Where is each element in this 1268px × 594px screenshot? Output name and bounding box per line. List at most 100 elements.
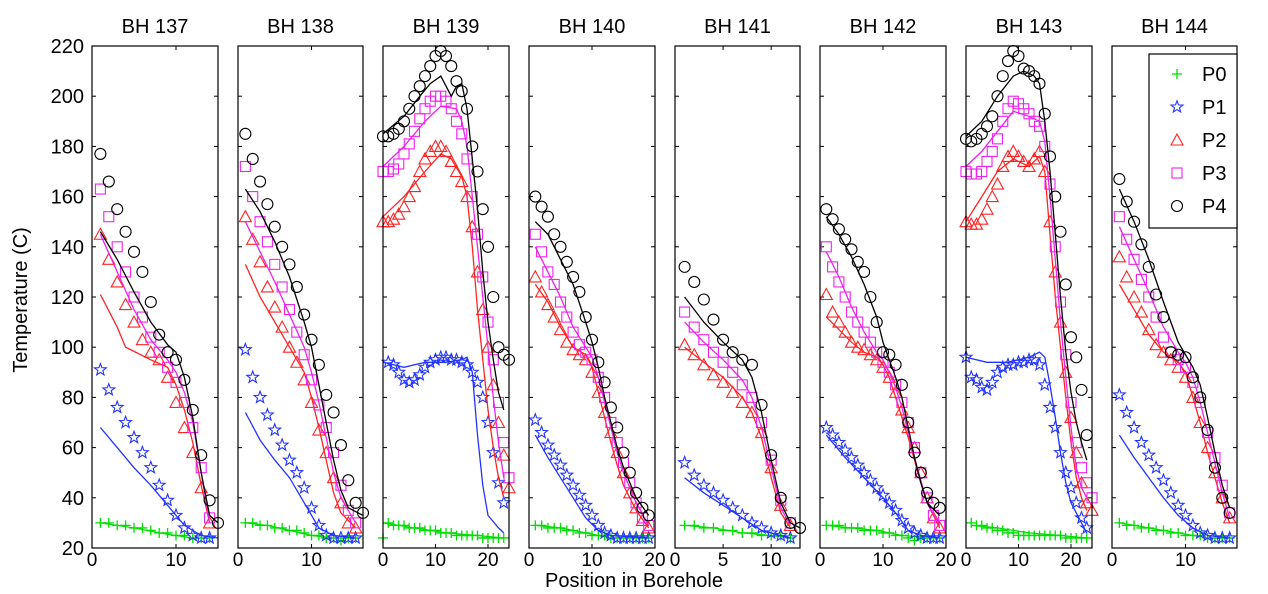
data-point-p1 [734, 507, 750, 522]
data-point-p0 [568, 525, 579, 536]
data-point-p0 [679, 520, 690, 531]
data-point-p3 [170, 376, 182, 388]
data-point-p1 [348, 530, 364, 545]
data-point-p0 [1129, 520, 1140, 531]
data-point-p0 [727, 525, 738, 536]
data-point-p2 [985, 189, 1000, 203]
data-point-p4 [334, 439, 347, 452]
data-point-p1 [401, 374, 417, 389]
data-point-p1 [168, 507, 184, 522]
data-point-p4 [418, 70, 432, 83]
series-p4 [820, 203, 946, 516]
x-tick-label: 20 [935, 550, 956, 571]
model-line-p2 [382, 153, 505, 498]
data-point-p1 [578, 497, 594, 512]
data-point-p1 [584, 507, 600, 522]
data-point-p4 [908, 446, 921, 459]
series-p3 [679, 306, 796, 529]
data-point-p4 [592, 356, 605, 369]
data-point-p2 [402, 189, 417, 203]
y-tick-label: 160 [51, 187, 84, 209]
panel-title: BH 142 [850, 16, 917, 38]
data-point-p3 [94, 183, 106, 195]
data-point-p0 [987, 522, 998, 533]
data-point-p1 [1037, 377, 1053, 392]
data-point-p3 [554, 296, 567, 308]
data-point-p1 [913, 527, 929, 542]
data-point-p1 [1079, 520, 1095, 535]
data-point-p2 [439, 144, 453, 157]
data-point-p3 [1194, 396, 1206, 408]
data-point-p3 [736, 379, 748, 391]
data-point-p0 [852, 522, 863, 533]
panel-frame [382, 45, 510, 549]
data-point-p4 [1157, 311, 1170, 324]
data-point-p1 [289, 464, 305, 479]
data-point-p2 [1193, 415, 1208, 429]
series-p0 [821, 520, 945, 546]
data-point-p2 [185, 445, 200, 459]
series-p2 [528, 269, 656, 534]
data-point-p2 [238, 209, 253, 223]
data-point-p1 [1005, 356, 1021, 372]
model-line-p2 [534, 284, 650, 529]
data-point-p4 [397, 115, 411, 128]
series-p3 [239, 160, 362, 529]
model-line-p4 [99, 231, 219, 524]
data-point-p2 [1022, 159, 1036, 173]
data-point-p4 [1059, 278, 1072, 291]
star-icon [1169, 99, 1185, 114]
legend-entry-p3: P3 [1171, 163, 1226, 185]
data-point-p3 [707, 346, 720, 358]
data-point-p4 [1142, 260, 1155, 273]
data-point-p4 [460, 102, 474, 115]
square-icon [1171, 167, 1183, 179]
data-point-p3 [1033, 120, 1046, 132]
x-tick-label: 0 [378, 550, 389, 571]
data-point-p1 [185, 527, 201, 542]
data-point-p0 [299, 527, 310, 538]
data-point-p1 [386, 356, 401, 372]
data-point-p3 [450, 115, 463, 127]
data-point-p3 [162, 361, 174, 373]
data-point-p2 [863, 347, 878, 361]
series-p4 [529, 190, 655, 522]
data-point-p0 [580, 527, 591, 538]
data-point-p0 [262, 520, 273, 531]
data-point-p4 [832, 223, 845, 236]
data-point-p0 [896, 530, 907, 541]
data-point-p4 [876, 346, 890, 359]
data-point-p1 [1058, 464, 1074, 479]
panel-5: BH 141 0 5 10 [670, 16, 807, 571]
data-point-p3 [717, 356, 729, 368]
data-point-p2 [1016, 154, 1031, 168]
data-point-p2 [819, 287, 834, 301]
panel-title: BH 139 [413, 16, 480, 38]
data-point-p4 [745, 358, 758, 371]
data-point-p4 [450, 75, 463, 88]
legend-label: P1 [1202, 97, 1226, 119]
data-point-p4 [305, 333, 318, 346]
panel-title: BH 140 [559, 16, 626, 38]
data-point-p4 [554, 240, 567, 253]
data-point-p1 [143, 459, 159, 474]
data-point-p4 [535, 200, 548, 213]
data-point-p3 [573, 339, 585, 351]
data-point-p2 [1069, 445, 1084, 459]
data-point-p3 [261, 236, 273, 248]
data-point-p0 [171, 530, 181, 541]
data-point-p2 [1112, 249, 1127, 263]
data-point-p1 [831, 434, 847, 449]
data-point-p2 [534, 284, 549, 298]
data-point-p3 [997, 115, 1009, 127]
data-point-p2 [1134, 304, 1149, 318]
data-point-p3 [276, 281, 288, 293]
data-point-p4 [127, 245, 141, 258]
data-point-p1 [260, 407, 275, 422]
data-point-p4 [1070, 351, 1083, 364]
data-point-p3 [890, 379, 902, 391]
data-point-p4 [996, 70, 1009, 83]
data-point-p4 [1075, 383, 1088, 396]
data-point-p4 [320, 388, 333, 401]
data-point-p2 [980, 202, 994, 215]
